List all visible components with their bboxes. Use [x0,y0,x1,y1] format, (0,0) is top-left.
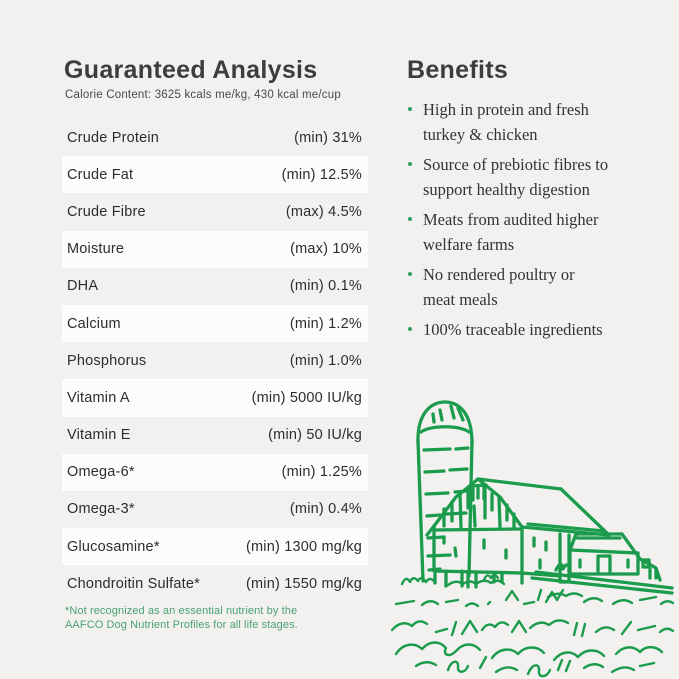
table-row: Chondroitin Sulfate* (min) 1550 mg/kg [62,565,368,602]
row-value: (min) 12.5% [281,166,362,183]
benefit-text: Source of prebiotic fibres to support he… [423,155,609,199]
bullet-icon [407,262,423,287]
table-row: Crude Fibre (max) 4.5% [62,193,368,230]
table-row: Omega-6* (min) 1.25% [62,453,368,491]
table-row: Phosphorus (min) 1.0% [62,342,368,379]
bullet-icon [407,207,423,232]
row-label: Moisture [67,241,125,258]
shed-drawing [530,532,674,595]
benefit-text: High in protein and fresh turkey & chick… [423,100,589,144]
table-row: Moisture (max) 10% [62,230,368,268]
table-row: Glucosamine* (min) 1300 mg/kg [62,528,368,566]
row-label: Calcium [67,315,121,332]
bullet-icon [407,317,423,342]
list-item: High in protein and fresh turkey & chick… [407,97,647,147]
list-item: No rendered poultry or meat meals [407,262,647,312]
row-value: (min) 1.25% [281,464,362,481]
table-row: Omega-3* (min) 0.4% [62,491,368,528]
bullet-icon [407,152,423,177]
table-row: Crude Fat (min) 12.5% [62,156,368,194]
row-value: (max) 4.5% [285,203,362,220]
row-label: Crude Fibre [67,203,146,220]
row-value: (min) 31% [294,129,362,146]
table-row: Crude Protein (min) 31% [62,119,368,156]
guaranteed-analysis-title: Guaranteed Analysis [64,56,318,84]
row-label: Vitamin A [67,389,130,406]
list-item: 100% traceable ingredients [407,317,647,342]
aafco-footnote: *Not recognized as an essential nutrient… [65,605,298,631]
analysis-table: Crude Protein (min) 31% Crude Fat (min) … [62,119,368,602]
row-value: (min) 1.2% [289,315,362,332]
row-label: Glucosamine* [67,538,160,555]
row-label: Phosphorus [67,352,147,369]
row-label: Vitamin E [67,427,131,444]
table-row: Calcium (min) 1.2% [62,304,368,343]
row-value: (min) 1300 mg/kg [245,538,362,555]
table-row: Vitamin E (min) 50 IU/kg [62,417,368,454]
row-label: Omega-6* [67,464,135,481]
row-value: (min) 1.0% [289,352,362,369]
row-value: (min) 0.1% [289,278,362,295]
row-label: Crude Fat [67,166,134,183]
farm-illustration [390,400,675,678]
row-value: (min) 50 IU/kg [268,427,362,444]
benefits-title: Benefits [407,56,509,84]
list-item: Source of prebiotic fibres to support he… [407,152,647,202]
benefits-list: High in protein and fresh turkey & chick… [407,97,647,347]
row-value: (min) 1550 mg/kg [245,575,362,592]
grass-drawing [390,573,675,678]
benefit-text: Meats from audited higher welfare farms [423,210,599,254]
row-value: (max) 10% [290,241,362,258]
table-row: DHA (min) 0.1% [62,268,368,305]
benefit-text: No rendered poultry or meat meals [423,265,575,309]
row-value: (min) 5000 IU/kg [251,389,362,406]
calorie-content-note: Calorie Content: 3625 kcals me/kg, 430 k… [65,89,341,101]
row-label: DHA [67,278,99,295]
table-row: Vitamin A (min) 5000 IU/kg [62,379,368,417]
row-label: Omega-3* [67,501,135,518]
row-value: (min) 0.4% [289,501,362,518]
row-label: Crude Protein [67,129,160,146]
row-label: Chondroitin Sulfate* [67,575,200,592]
bullet-icon [407,97,423,122]
benefit-text: 100% traceable ingredients [423,320,603,339]
list-item: Meats from audited higher welfare farms [407,207,647,257]
barn-drawing [425,477,611,589]
